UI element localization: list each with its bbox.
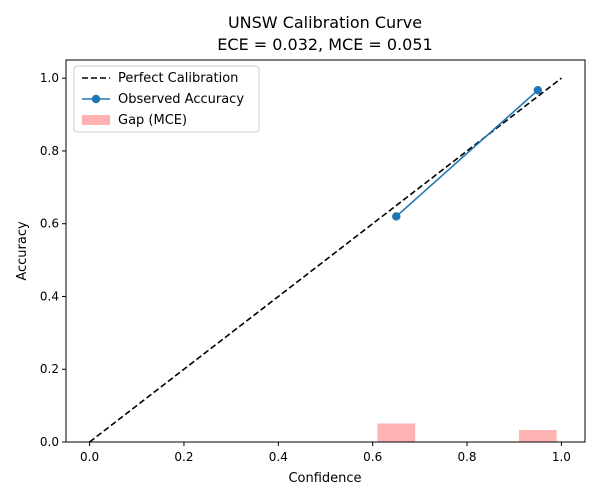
- legend-entry-label: Observed Accuracy: [118, 92, 244, 107]
- x-tick-label: 0.6: [363, 450, 382, 464]
- legend-box: [73, 65, 260, 133]
- legend-entry-label: Perfect Calibration: [118, 71, 238, 86]
- chart-title: UNSW Calibration Curve: [228, 13, 422, 32]
- legend-swatch-gap: [82, 115, 110, 125]
- y-tick-label: 0.2: [40, 362, 59, 376]
- y-tick-label: 0.4: [40, 289, 59, 303]
- legend-swatch-marker: [91, 94, 101, 104]
- chart-subtitle: ECE = 0.032, MCE = 0.051: [217, 35, 432, 54]
- x-tick-label: 0.0: [80, 450, 99, 464]
- axis-ticks: 0.0 0.2 0.4 0.6 0.8 1.0 0.0 0.2 0.4 0.6 0.8 1.0: [40, 71, 571, 464]
- plot-frame: [65, 59, 586, 443]
- x-axis-label: Confidence: [288, 471, 361, 486]
- y-tick-label: 0.6: [40, 217, 59, 231]
- y-tick-label: 0.8: [40, 144, 59, 158]
- plot-area: [89, 77, 562, 443]
- legend: Perfect Calibration Observed Accuracy Gap …: [73, 65, 260, 133]
- y-axis-label: Accuracy: [15, 221, 30, 281]
- gap-bar: [377, 423, 416, 442]
- x-tick-label: 1.0: [552, 450, 571, 464]
- x-tick-label: 0.8: [457, 450, 476, 464]
- gap-bar: [518, 429, 557, 442]
- y-tick-label: 1.0: [40, 71, 59, 85]
- observed-accuracy-point: [392, 212, 401, 221]
- x-tick-label: 0.4: [269, 450, 288, 464]
- legend-entry-label: Gap (MCE): [118, 113, 187, 128]
- x-tick-label: 0.2: [174, 450, 193, 464]
- y-tick-label: 0.0: [40, 435, 59, 449]
- observed-accuracy-point: [533, 85, 543, 95]
- observed-accuracy-line: [395, 89, 539, 218]
